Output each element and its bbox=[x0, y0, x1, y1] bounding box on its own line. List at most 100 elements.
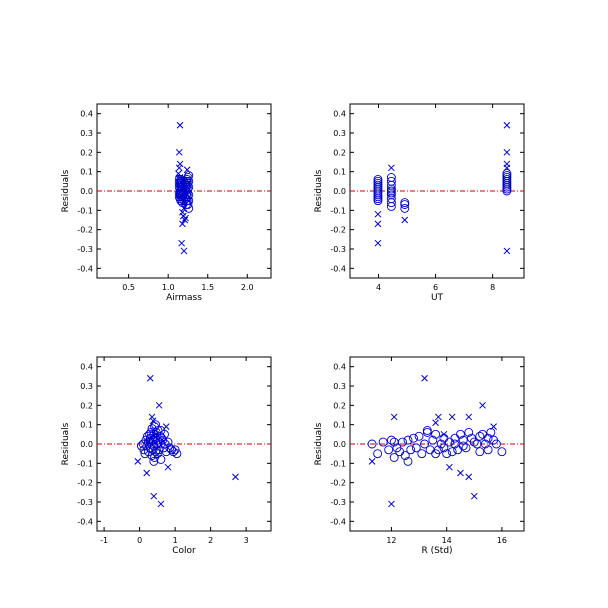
circle-point bbox=[149, 456, 159, 466]
x-axis-label: Airmass bbox=[166, 293, 202, 303]
circle-point bbox=[373, 449, 383, 459]
circle-point bbox=[378, 437, 388, 447]
y-tick-label: 0.1 bbox=[80, 168, 93, 177]
y-tick-label: 0.4 bbox=[333, 363, 346, 372]
circle-point bbox=[183, 200, 193, 209]
panel-ut: -0.4 -0.3 -0.2 -0.1 0.0 0.1 0.2 0.3 0.4 4 6 8 Resid… bbox=[314, 103, 525, 303]
marks-layer bbox=[97, 374, 271, 508]
cross-point bbox=[148, 413, 156, 421]
circle-point bbox=[475, 447, 485, 457]
circle-point bbox=[450, 433, 460, 443]
y-tick-label: -0.3 bbox=[77, 498, 93, 507]
cross-point bbox=[446, 463, 453, 471]
circle-point bbox=[420, 439, 430, 449]
x-tick-label: 2 bbox=[208, 536, 213, 545]
circle-point bbox=[163, 437, 173, 447]
marks-layer bbox=[350, 374, 524, 508]
cross-point bbox=[181, 216, 189, 224]
y-tick-label: 0.0 bbox=[333, 187, 346, 196]
y-tick-label: -0.2 bbox=[330, 479, 346, 488]
cross-point bbox=[503, 148, 511, 156]
x-tick-label: 1.0 bbox=[162, 283, 175, 292]
circle-point bbox=[475, 431, 485, 441]
cross-point bbox=[155, 401, 163, 409]
circle-point bbox=[491, 439, 501, 449]
circle-point bbox=[502, 186, 512, 196]
y-tick-label: -0.2 bbox=[77, 479, 93, 488]
cross-point bbox=[183, 166, 191, 174]
circle-point bbox=[461, 443, 471, 453]
cross-point bbox=[150, 492, 158, 500]
circle-point bbox=[458, 441, 468, 451]
y-tick-label: 0.2 bbox=[80, 148, 93, 157]
circle-point bbox=[384, 445, 394, 455]
x-tick-label: 0 bbox=[137, 536, 142, 545]
y-tick-label: -0.2 bbox=[330, 226, 346, 235]
y-axis-label: Residuals bbox=[314, 169, 324, 212]
cross-point bbox=[180, 205, 188, 212]
panel-r-std: -0.4 -0.3 -0.2 -0.1 0.0 0.1 0.2 0.3 0.4 12 14 16 Re… bbox=[314, 356, 525, 556]
cross-point bbox=[390, 413, 398, 421]
circle-point bbox=[400, 203, 410, 213]
y-tick-label: 0.1 bbox=[333, 168, 346, 177]
x-tick-label: 4 bbox=[376, 283, 381, 292]
circle-point bbox=[389, 437, 399, 447]
cross-point bbox=[175, 164, 183, 172]
circle-point bbox=[464, 427, 474, 437]
cross-point bbox=[457, 469, 464, 477]
y-tick-label: 0.3 bbox=[333, 129, 346, 138]
axes-layer: -0.4 -0.3 -0.2 -0.1 0.0 0.1 0.2 0.3 0.4 12 14 16 bbox=[330, 357, 524, 545]
x-tick-label: 1.5 bbox=[201, 283, 214, 292]
cross-point bbox=[465, 413, 473, 421]
circle-point bbox=[439, 443, 449, 453]
x-tick-label: 16 bbox=[497, 536, 507, 545]
circle-point bbox=[447, 447, 457, 457]
circle-point bbox=[151, 420, 161, 430]
circle-point bbox=[483, 433, 493, 443]
cross-point bbox=[503, 164, 511, 172]
cross-point bbox=[440, 430, 448, 438]
cross-point bbox=[152, 430, 159, 438]
cross-point bbox=[175, 170, 182, 177]
cross-point bbox=[448, 413, 456, 421]
y-tick-label: 0.1 bbox=[333, 421, 346, 430]
y-tick-label: -0.1 bbox=[77, 459, 93, 468]
cross-point bbox=[503, 247, 511, 255]
x-tick-label: 1 bbox=[173, 536, 178, 545]
x-tick-label: 12 bbox=[386, 536, 396, 545]
x-tick-label: 14 bbox=[442, 536, 452, 545]
cross-point bbox=[432, 419, 439, 427]
y-tick-label: -0.4 bbox=[330, 517, 346, 526]
cross-point bbox=[149, 417, 157, 425]
circle-point bbox=[497, 447, 507, 457]
circle-point bbox=[170, 445, 180, 455]
cross-point bbox=[176, 121, 184, 129]
circle-point bbox=[417, 449, 427, 459]
circle-point bbox=[458, 435, 468, 445]
circle-point bbox=[367, 439, 377, 449]
marks-layer bbox=[350, 121, 524, 255]
circle-point bbox=[386, 198, 396, 208]
cross-point bbox=[180, 247, 188, 255]
y-tick-label: -0.2 bbox=[77, 226, 93, 235]
circle-point bbox=[184, 203, 194, 213]
y-tick-label: -0.4 bbox=[330, 264, 346, 273]
circle-point bbox=[414, 431, 424, 441]
circle-point bbox=[406, 445, 416, 455]
y-tick-label: 0.2 bbox=[80, 401, 93, 410]
y-axis-label: Residuals bbox=[61, 169, 71, 212]
cross-point bbox=[134, 458, 142, 465]
cross-point bbox=[388, 164, 395, 172]
circle-point bbox=[145, 437, 155, 447]
circle-point bbox=[156, 426, 166, 435]
cross-point bbox=[176, 174, 184, 181]
cross-point bbox=[421, 374, 428, 382]
x-axis-label: R (Std) bbox=[421, 546, 452, 556]
circle-point bbox=[450, 439, 460, 449]
x-tick-label: 0.5 bbox=[122, 283, 135, 292]
x-tick-label: 3 bbox=[244, 536, 249, 545]
x-axis-label: Color bbox=[172, 546, 196, 556]
y-tick-label: -0.1 bbox=[330, 206, 346, 215]
cross-point bbox=[388, 500, 395, 508]
cross-point bbox=[465, 473, 473, 481]
